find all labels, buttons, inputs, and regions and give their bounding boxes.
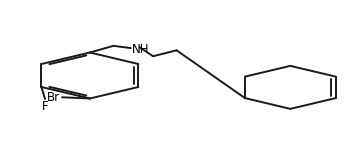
Text: NH: NH (132, 43, 149, 56)
Text: F: F (42, 100, 48, 113)
Text: Br: Br (47, 91, 60, 104)
